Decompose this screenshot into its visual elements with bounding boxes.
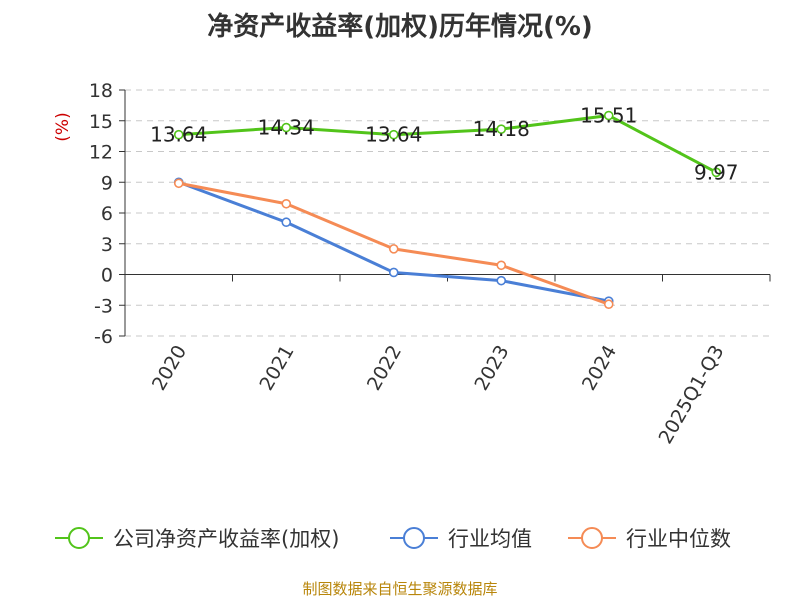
- y-tick-label: 9: [101, 172, 113, 194]
- data-point: [711, 167, 722, 178]
- data-point: [281, 217, 292, 228]
- x-tick-label: 2025Q1-Q3: [655, 342, 729, 448]
- y-tick-label: 15: [89, 111, 113, 133]
- data-point: [388, 129, 399, 140]
- gridlines: [125, 89, 770, 337]
- data-label: 14.34: [258, 116, 315, 140]
- legend-marker: [581, 527, 603, 549]
- legend-marker: [403, 527, 425, 549]
- data-point: [496, 260, 507, 271]
- legend-label: 行业均值: [448, 527, 532, 551]
- y-tick-label: -3: [94, 295, 113, 317]
- data-point: [603, 110, 614, 121]
- x-tick-label: 2020: [148, 342, 191, 395]
- data-point: [388, 267, 399, 278]
- y-axis-label: (%): [53, 112, 73, 141]
- data-label: 14.18: [473, 117, 530, 141]
- data-point: [603, 299, 614, 310]
- data-point: [281, 198, 292, 209]
- data-label: 15.51: [580, 104, 637, 128]
- y-tick-label: 3: [101, 234, 113, 256]
- data-point: [281, 122, 292, 133]
- y-tick-label: 6: [101, 203, 113, 225]
- legend: 公司净资产收益率(加权) 行业均值 行业中位数: [55, 527, 731, 551]
- data-label: 13.64: [150, 123, 207, 147]
- x-tick-label: 2021: [255, 342, 298, 395]
- data-point: [496, 275, 507, 286]
- source-note: 制图数据来自恒生聚源数据库: [302, 580, 497, 598]
- data-label: 9.97: [694, 160, 739, 184]
- y-tick-label: 12: [89, 142, 113, 164]
- data-label: 13.64: [365, 123, 422, 147]
- x-tick-label: 2023: [470, 342, 513, 395]
- legend-label: 公司净资产收益率(加权): [113, 527, 339, 551]
- chart-title: 净资产收益率(加权)历年情况(%): [207, 11, 593, 42]
- data-point: [173, 129, 184, 140]
- y-tick-label: -6: [94, 326, 113, 348]
- data-point: [496, 124, 507, 134]
- series-line: [178, 180, 610, 303]
- data-point: [388, 244, 399, 254]
- legend-marker: [68, 527, 90, 549]
- x-tick-label: 2022: [363, 342, 406, 395]
- y-tick-label: 0: [101, 265, 113, 287]
- series-line: [178, 114, 717, 174]
- series-group: 13.64 14.34 13.64 14.18 15.51 9.97: [150, 104, 739, 310]
- y-tick-label: 18: [89, 80, 113, 102]
- legend-label: 行业中位数: [626, 527, 731, 551]
- x-tick-label: 2024: [578, 342, 621, 395]
- data-point: [173, 178, 184, 189]
